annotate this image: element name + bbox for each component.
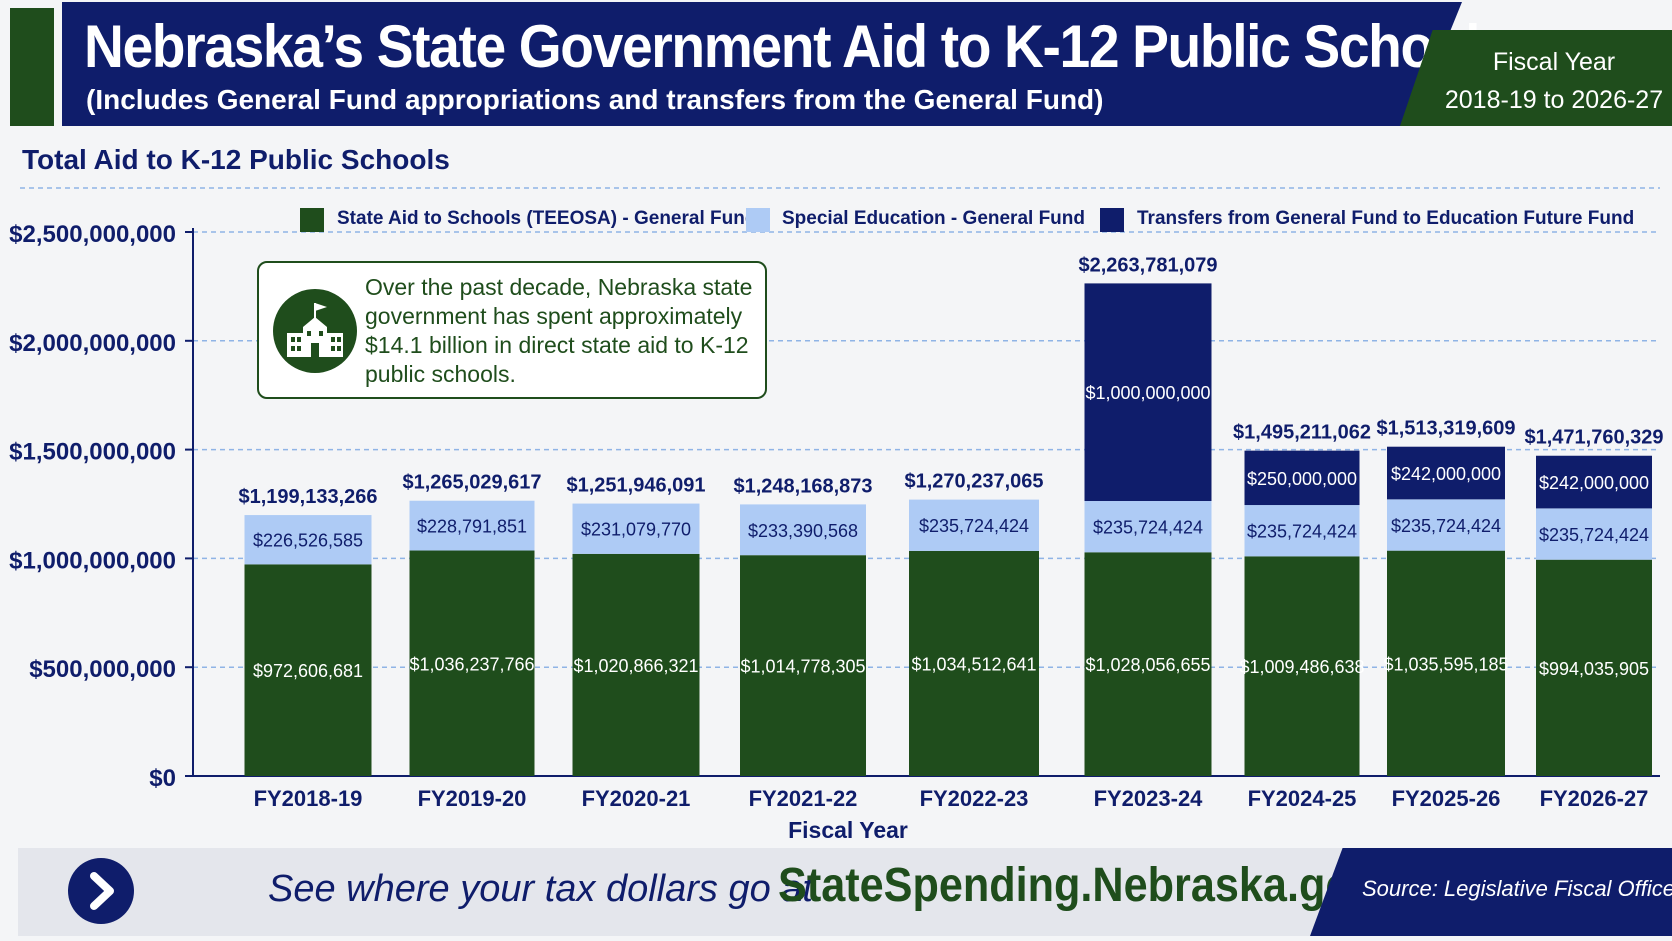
bar-value-label: $235,724,424: [919, 516, 1029, 536]
x-tick-label: FY2022-23: [920, 786, 1029, 811]
fiscal-year-label: Fiscal Year: [1492, 48, 1616, 76]
callout-text: Over the past decade, Nebraska state gov…: [365, 274, 753, 387]
bar-segment: [572, 503, 700, 554]
bar-segment: [409, 500, 535, 551]
y-tick-label: $500,000,000: [29, 656, 176, 683]
x-tick-label: FY2023-24: [1094, 786, 1204, 811]
section-title: Total Aid to K-12 Public Schools: [22, 144, 450, 175]
bar-value-label: $1,035,595,185: [1383, 654, 1508, 674]
bar-value-label: $1,000,000,000: [1085, 383, 1210, 403]
y-tick-label: $0: [149, 765, 176, 792]
school-building-icon: [273, 289, 357, 373]
bar-segment: [244, 515, 372, 565]
fiscal-year-range: 2018-19 to 2026-27: [1444, 86, 1664, 114]
bar-total-label: $2,263,781,079: [1078, 254, 1217, 276]
x-tick-label: FY2018-19: [254, 786, 363, 811]
stacked-bar-chart: $0 $500,000,000 $1,000,000,000 $1,500,000,0…: [9, 187, 1664, 843]
bar-segment: [1084, 283, 1212, 502]
x-tick-label: FY2020-21: [582, 786, 691, 811]
fiscal-year-badge: Fiscal Year 2018-19 to 2026-27: [1400, 30, 1672, 126]
bar-segment: [1244, 505, 1360, 557]
y-tick-label: $1,500,000,000: [9, 439, 176, 466]
legend-swatch-transfers: [1100, 208, 1124, 232]
bar-segment: [1536, 508, 1652, 560]
legend-swatch-teeosa: [300, 208, 324, 232]
bar-value-label: $1,009,486,638: [1239, 657, 1364, 677]
bar-value-label: $994,035,905: [1539, 659, 1649, 679]
bar-total-label: $1,248,168,873: [733, 475, 872, 497]
bar-segment: [572, 553, 700, 776]
bar-value-label: $1,036,237,766: [409, 654, 534, 674]
legend-label-special-education: Special Education - General Fund: [782, 208, 1085, 229]
bar-segment: [1084, 501, 1212, 553]
header-banner: [62, 2, 1462, 126]
page-subtitle: (Includes General Fund appropriations an…: [86, 84, 1104, 115]
source-badge: [1310, 848, 1672, 936]
bar-value-label: $235,724,424: [1539, 525, 1649, 545]
bar-value-label: $1,014,778,305: [740, 657, 865, 677]
bar-total-label: $1,495,211,062: [1233, 422, 1371, 444]
bar-value-label: $231,079,770: [581, 520, 691, 540]
y-tick-label: $1,000,000,000: [9, 547, 176, 574]
bar-segment: [909, 499, 1039, 551]
callout-box: Over the past decade, Nebraska state gov…: [257, 261, 767, 399]
header-accent-bar: [10, 8, 54, 126]
x-tick-label: FY2024-25: [1248, 786, 1357, 811]
legend-label-transfers: Transfers from General Fund to Education…: [1137, 208, 1635, 229]
x-tick-label: FY2025-26: [1392, 786, 1501, 811]
bar-total-label: $1,199,133,266: [238, 486, 377, 508]
bar-total-label: $1,251,946,091: [566, 475, 705, 497]
bar-value-label: $972,606,681: [253, 661, 363, 681]
x-tick-label: FY2019-20: [418, 786, 527, 811]
bar-segment: [1387, 550, 1505, 776]
bar-value-label: $250,000,000: [1247, 469, 1357, 489]
footer-cta-text: See where your tax dollars go at: [268, 868, 813, 910]
x-axis-title: Fiscal Year: [788, 817, 908, 843]
y-tick-label: $2,500,000,000: [9, 221, 176, 248]
bar-value-label: $242,000,000: [1539, 473, 1649, 493]
bar-segment: [1387, 499, 1505, 551]
bar-value-label: $1,028,056,655: [1085, 655, 1210, 675]
bar-segment: [740, 555, 866, 776]
source-text: Source: Legislative Fiscal Office: [1362, 876, 1672, 901]
bar-segment: [909, 550, 1039, 776]
bar-value-label: $226,526,585: [253, 531, 363, 551]
bar-value-label: $242,000,000: [1391, 464, 1501, 484]
bar-segment: [244, 564, 372, 776]
bar-value-label: $235,724,424: [1391, 516, 1501, 536]
bar-value-label: $1,020,866,321: [573, 656, 698, 676]
bar-segment: [1084, 552, 1212, 776]
bar-segment: [1244, 450, 1360, 506]
footer-site-link[interactable]: StateSpending.Nebraska.gov: [778, 859, 1376, 912]
y-tick-label: $2,000,000,000: [9, 330, 176, 357]
bar-value-label: $235,724,424: [1093, 518, 1203, 538]
x-tick-label: FY2026-27: [1540, 786, 1649, 811]
page-title: Nebraska’s State Government Aid to K-12 …: [84, 13, 1510, 80]
legend-label-teeosa: State Aid to Schools (TEEOSA) - General …: [337, 208, 757, 229]
bar-segment: [1244, 556, 1360, 776]
bar-value-label: $235,724,424: [1247, 522, 1357, 542]
x-tick-label: FY2021-22: [749, 786, 858, 811]
chevron-right-icon[interactable]: [68, 858, 134, 924]
bar-value-label: $1,034,512,641: [911, 654, 1036, 674]
bar-total-label: $1,265,029,617: [402, 472, 541, 494]
bar-value-label: $228,791,851: [417, 517, 527, 537]
bar-segment: [1536, 455, 1652, 509]
legend-swatch-special-education: [746, 208, 770, 232]
bar-segment: [1536, 559, 1652, 776]
bar-segment: [1387, 446, 1505, 500]
bar-total-label: $1,513,319,609: [1376, 418, 1515, 440]
bar-total-label: $1,471,760,329: [1524, 427, 1663, 449]
bar-segment: [740, 504, 866, 556]
bar-total-label: $1,270,237,065: [904, 471, 1043, 493]
bar-segment: [409, 550, 535, 776]
bar-value-label: $233,390,568: [748, 521, 858, 541]
